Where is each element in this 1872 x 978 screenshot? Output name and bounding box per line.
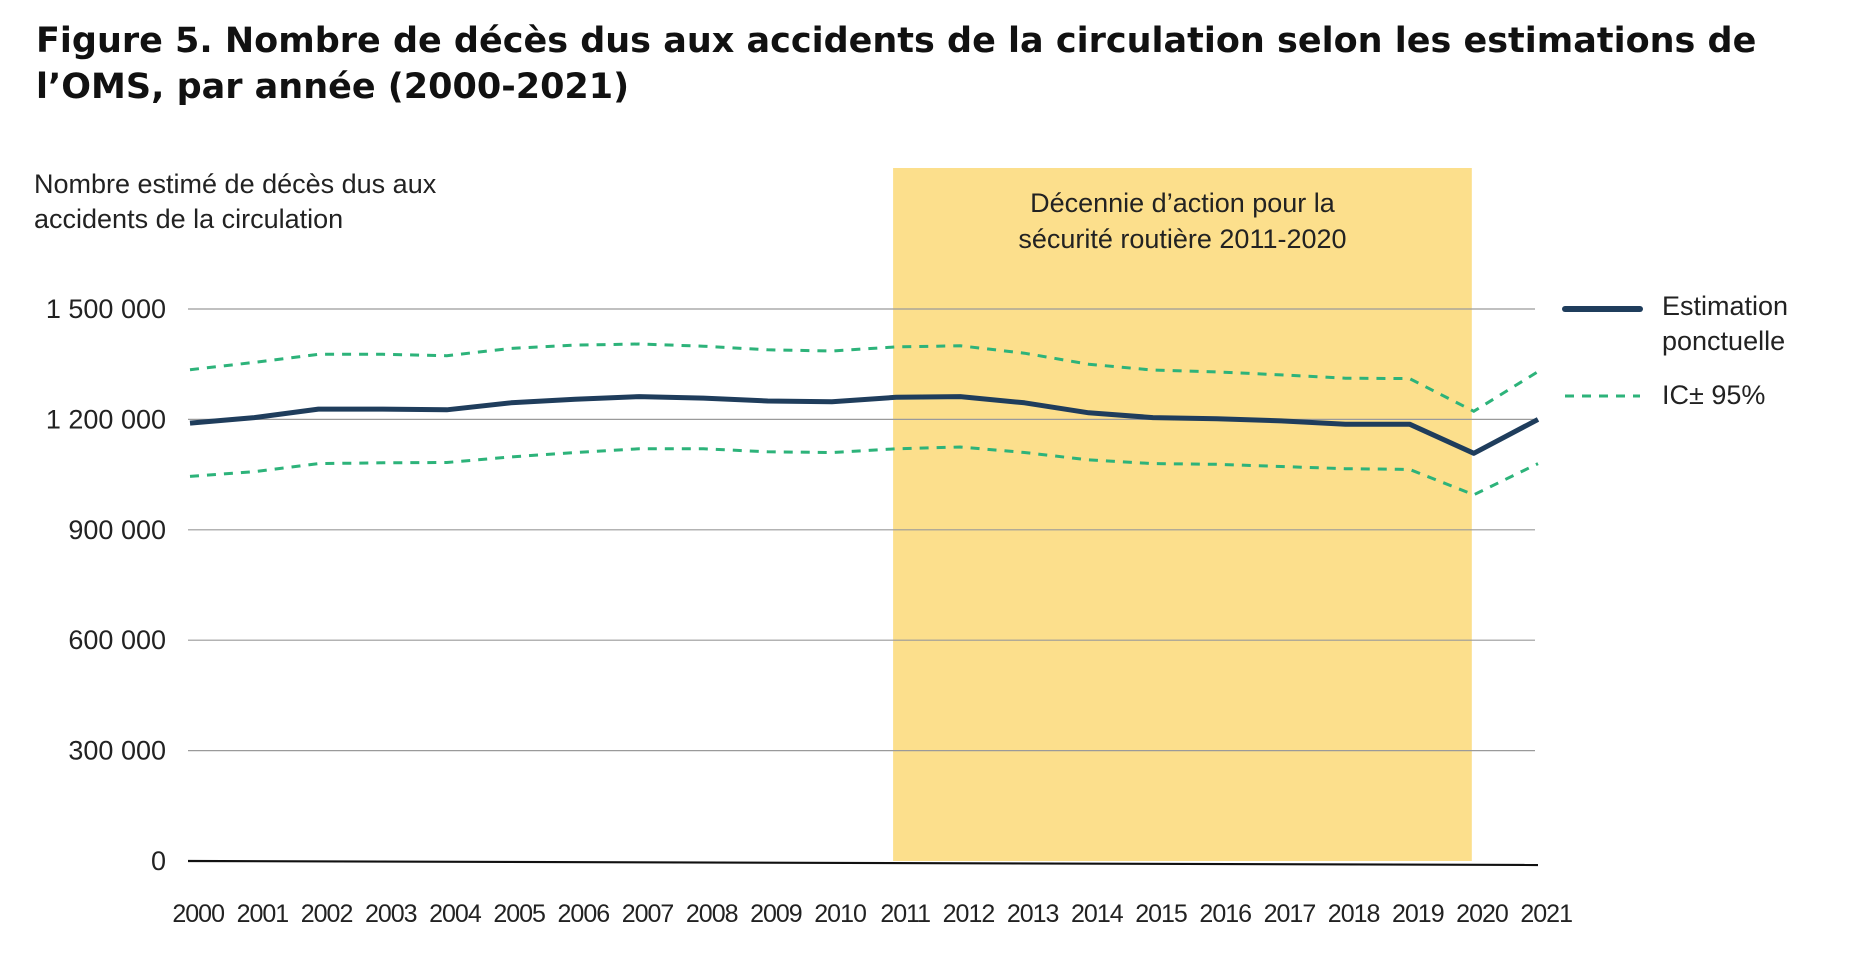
x-tick-label: 2005 xyxy=(493,900,545,928)
x-tick-label: 2000 xyxy=(172,900,224,928)
y-tick-label: 300 000 xyxy=(68,736,166,766)
x-tick-label: 2014 xyxy=(1071,900,1124,928)
y-axis-ticks: 0 300 000 600 000 900 000 1 200 000 1 500 000 xyxy=(46,294,166,876)
legend-label: ponctuelle xyxy=(1662,326,1785,356)
ci-lower-line xyxy=(189,445,1539,497)
series-lines xyxy=(189,342,1540,497)
y-tick-label: 1 500 000 xyxy=(46,294,166,324)
x-tick-label: 2018 xyxy=(1328,900,1380,928)
x-tick-label: 2007 xyxy=(622,900,674,928)
x-tick-label: 2002 xyxy=(301,900,353,928)
x-tick-label: 2020 xyxy=(1456,900,1508,928)
legend: Estimation ponctuelle IC± 95% xyxy=(1562,291,1788,410)
y-axis-label: Nombre estimé de décès dus aux accidents… xyxy=(34,169,437,234)
x-axis-ticks: 2000 2001 2002 2003 2004 2005 2006 2007 2008 2009… xyxy=(172,900,1573,928)
legend-label: IC± 95% xyxy=(1662,380,1765,410)
x-tick-label: 2008 xyxy=(686,900,738,928)
x-tick-label: 2010 xyxy=(814,900,866,928)
decade-band-label: Décennie d’action pour la xyxy=(1030,188,1336,218)
x-tick-label: 2001 xyxy=(237,900,289,928)
x-tick-label: 2016 xyxy=(1199,900,1251,928)
x-tick-label: 2019 xyxy=(1392,900,1444,928)
x-tick-label: 2015 xyxy=(1135,900,1187,928)
point-estimate-line xyxy=(189,394,1540,456)
x-tick-label: 2013 xyxy=(1007,900,1059,928)
x-tick-label: 2004 xyxy=(429,900,482,928)
ci-upper-line xyxy=(189,342,1539,414)
y-tick-label: 1 200 000 xyxy=(46,404,166,434)
x-tick-label: 2011 xyxy=(880,900,930,928)
decade-band-rect xyxy=(893,168,1472,861)
x-tick-label: 2017 xyxy=(1264,900,1316,928)
x-tick-label: 2003 xyxy=(365,900,417,928)
chart-title: Figure 5. Nombre de décès dus aux accide… xyxy=(36,21,1757,107)
decade-band: Décennie d’action pour la sécurité routiè… xyxy=(893,168,1472,861)
y-tick-label: 900 000 xyxy=(68,515,166,545)
x-tick-label: 2006 xyxy=(558,900,610,928)
x-tick-label: 2009 xyxy=(750,900,802,928)
y-tick-label: 0 xyxy=(151,846,166,876)
decade-band-label: sécurité routière 2011-2020 xyxy=(1018,224,1346,254)
x-tick-label: 2012 xyxy=(943,900,995,928)
gridlines xyxy=(187,308,1539,867)
legend-label: Estimation xyxy=(1662,291,1788,321)
y-tick-label: 600 000 xyxy=(68,625,166,655)
x-tick-label: 2021 xyxy=(1520,900,1572,928)
x-axis-line xyxy=(187,859,1539,867)
